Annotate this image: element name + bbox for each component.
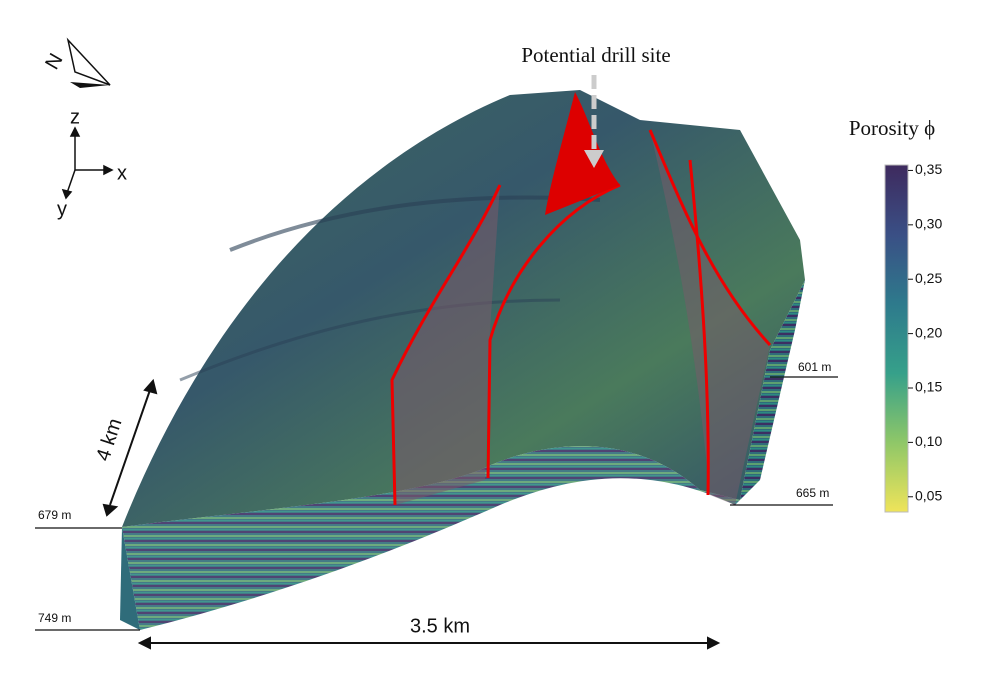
colorbar-tick-label: 0,20 bbox=[915, 324, 942, 340]
scale-arrows bbox=[102, 378, 721, 650]
drill-arrowhead bbox=[584, 150, 604, 168]
colorbar-tick-label: 0,10 bbox=[915, 433, 942, 449]
drill-site-label: Potential drill site bbox=[521, 43, 670, 67]
axes-triad bbox=[61, 126, 114, 200]
width-label: 3.5 km bbox=[410, 615, 470, 637]
compass-needle bbox=[70, 82, 110, 88]
colorbar-label: Porosity ϕ bbox=[849, 116, 935, 140]
depth-label: 665 m bbox=[796, 486, 829, 500]
colorbar-tick-label: 0,15 bbox=[915, 379, 942, 395]
compass bbox=[66, 37, 111, 86]
colorbar-ticks: 0,35 0,30 0,25 0,20 0,15 0,10 0,05 bbox=[908, 161, 942, 503]
axis-x: x bbox=[117, 162, 127, 184]
depth-lines bbox=[35, 376, 838, 631]
depth-label: 601 m bbox=[798, 360, 831, 374]
depth-extent-label: 4 km bbox=[92, 416, 126, 464]
reservoir-model bbox=[120, 90, 805, 630]
colorbar-tick-label: 0,05 bbox=[915, 487, 942, 503]
axis-z: z bbox=[70, 106, 80, 128]
colorbar-tick-label: 0,35 bbox=[915, 161, 942, 177]
colorbar bbox=[884, 164, 909, 513]
depth-label: 679 m bbox=[38, 508, 71, 522]
colorbar-tick-label: 0,25 bbox=[915, 270, 942, 286]
axis-y: y bbox=[57, 198, 67, 220]
depth-label: 749 m bbox=[38, 611, 71, 625]
compass-label: N bbox=[41, 50, 67, 74]
colorbar-tick-label: 0,30 bbox=[915, 216, 942, 232]
